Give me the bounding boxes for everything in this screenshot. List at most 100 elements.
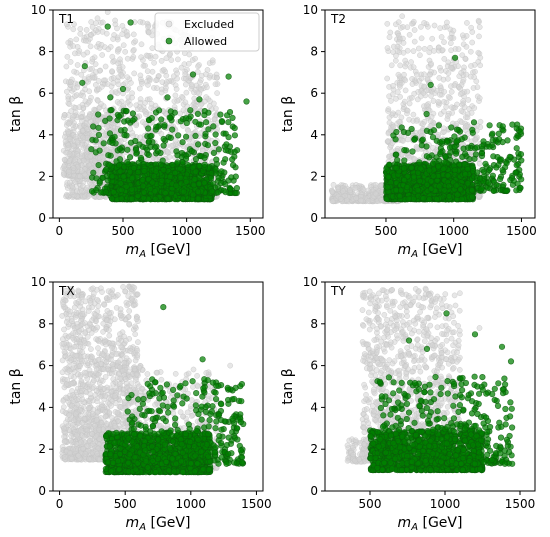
data-point xyxy=(192,156,200,163)
data-point xyxy=(85,99,92,106)
data-point xyxy=(74,92,80,98)
x-tick-label: 1000 xyxy=(171,224,202,238)
data-point xyxy=(425,23,431,30)
data-point xyxy=(71,21,77,27)
data-point xyxy=(124,146,131,153)
data-point xyxy=(444,23,450,30)
data-point xyxy=(397,62,404,69)
data-point xyxy=(191,95,198,102)
data-point xyxy=(136,141,143,148)
data-point xyxy=(81,63,88,70)
data-point xyxy=(400,138,406,144)
data-point xyxy=(395,19,402,26)
data-point xyxy=(70,26,77,33)
data-point xyxy=(423,102,430,108)
data-point xyxy=(66,151,73,157)
data-point xyxy=(148,101,155,107)
data-point xyxy=(122,49,128,55)
data-point xyxy=(151,60,157,66)
data-point xyxy=(70,143,77,149)
data-point xyxy=(158,116,165,123)
data-point xyxy=(402,63,409,70)
data-point xyxy=(84,134,91,141)
plot-frame xyxy=(52,9,264,219)
data-point xyxy=(411,27,418,33)
data-point xyxy=(142,100,148,106)
data-point xyxy=(80,157,87,164)
data-point xyxy=(413,118,420,124)
data-point xyxy=(88,32,94,38)
data-point xyxy=(184,161,191,168)
data-point xyxy=(195,141,202,148)
data-point xyxy=(174,70,180,77)
data-point xyxy=(386,153,392,160)
data-point xyxy=(396,81,403,88)
data-point xyxy=(85,193,92,199)
data-point xyxy=(418,35,425,42)
data-point xyxy=(126,168,134,175)
data-point xyxy=(441,39,447,45)
data-point xyxy=(174,159,181,166)
data-point xyxy=(409,81,416,87)
data-point xyxy=(215,174,222,181)
data-point xyxy=(80,183,86,189)
scatter-points xyxy=(60,10,250,203)
data-point xyxy=(470,85,477,91)
data-point xyxy=(107,107,114,114)
data-point xyxy=(120,42,127,49)
data-point xyxy=(111,133,118,140)
data-point xyxy=(109,139,116,146)
data-point xyxy=(459,90,466,97)
data-point xyxy=(420,121,426,127)
data-point xyxy=(100,154,107,161)
data-point xyxy=(187,107,194,114)
data-point xyxy=(83,38,89,44)
data-point xyxy=(396,39,402,45)
data-point xyxy=(140,189,147,196)
data-point xyxy=(477,124,484,130)
data-point xyxy=(445,94,452,100)
data-point xyxy=(411,38,418,45)
data-point xyxy=(119,85,127,93)
data-point xyxy=(473,78,480,85)
y-tick-label: 2 xyxy=(38,169,46,183)
data-point xyxy=(102,63,109,70)
data-point xyxy=(132,38,139,45)
data-point xyxy=(437,111,444,117)
data-point xyxy=(169,161,176,168)
data-point xyxy=(358,197,364,204)
data-point xyxy=(124,74,131,80)
data-point xyxy=(174,152,181,159)
data-point xyxy=(450,27,457,34)
data-point xyxy=(131,70,137,77)
data-point xyxy=(148,114,155,122)
data-point xyxy=(105,152,112,159)
data-point xyxy=(137,19,144,25)
data-point xyxy=(114,25,120,32)
data-point xyxy=(436,75,443,81)
data-point xyxy=(340,188,346,194)
data-point xyxy=(476,24,483,30)
data-point xyxy=(141,168,148,175)
data-point xyxy=(72,134,79,140)
data-point xyxy=(445,113,451,119)
data-point xyxy=(212,105,219,112)
data-point xyxy=(121,126,128,133)
data-point xyxy=(365,198,372,204)
data-point xyxy=(159,157,166,164)
data-point xyxy=(337,196,344,202)
data-point xyxy=(437,91,443,98)
data-point xyxy=(146,96,153,102)
data-point xyxy=(198,72,205,79)
x-tick-label: 1500 xyxy=(235,224,266,238)
data-point xyxy=(231,132,238,139)
data-point xyxy=(401,98,408,105)
data-point xyxy=(330,181,337,188)
data-point xyxy=(347,187,353,194)
data-point xyxy=(65,129,72,135)
data-point xyxy=(119,23,126,29)
data-point xyxy=(128,80,134,86)
data-point xyxy=(214,189,221,196)
data-point xyxy=(413,144,420,150)
